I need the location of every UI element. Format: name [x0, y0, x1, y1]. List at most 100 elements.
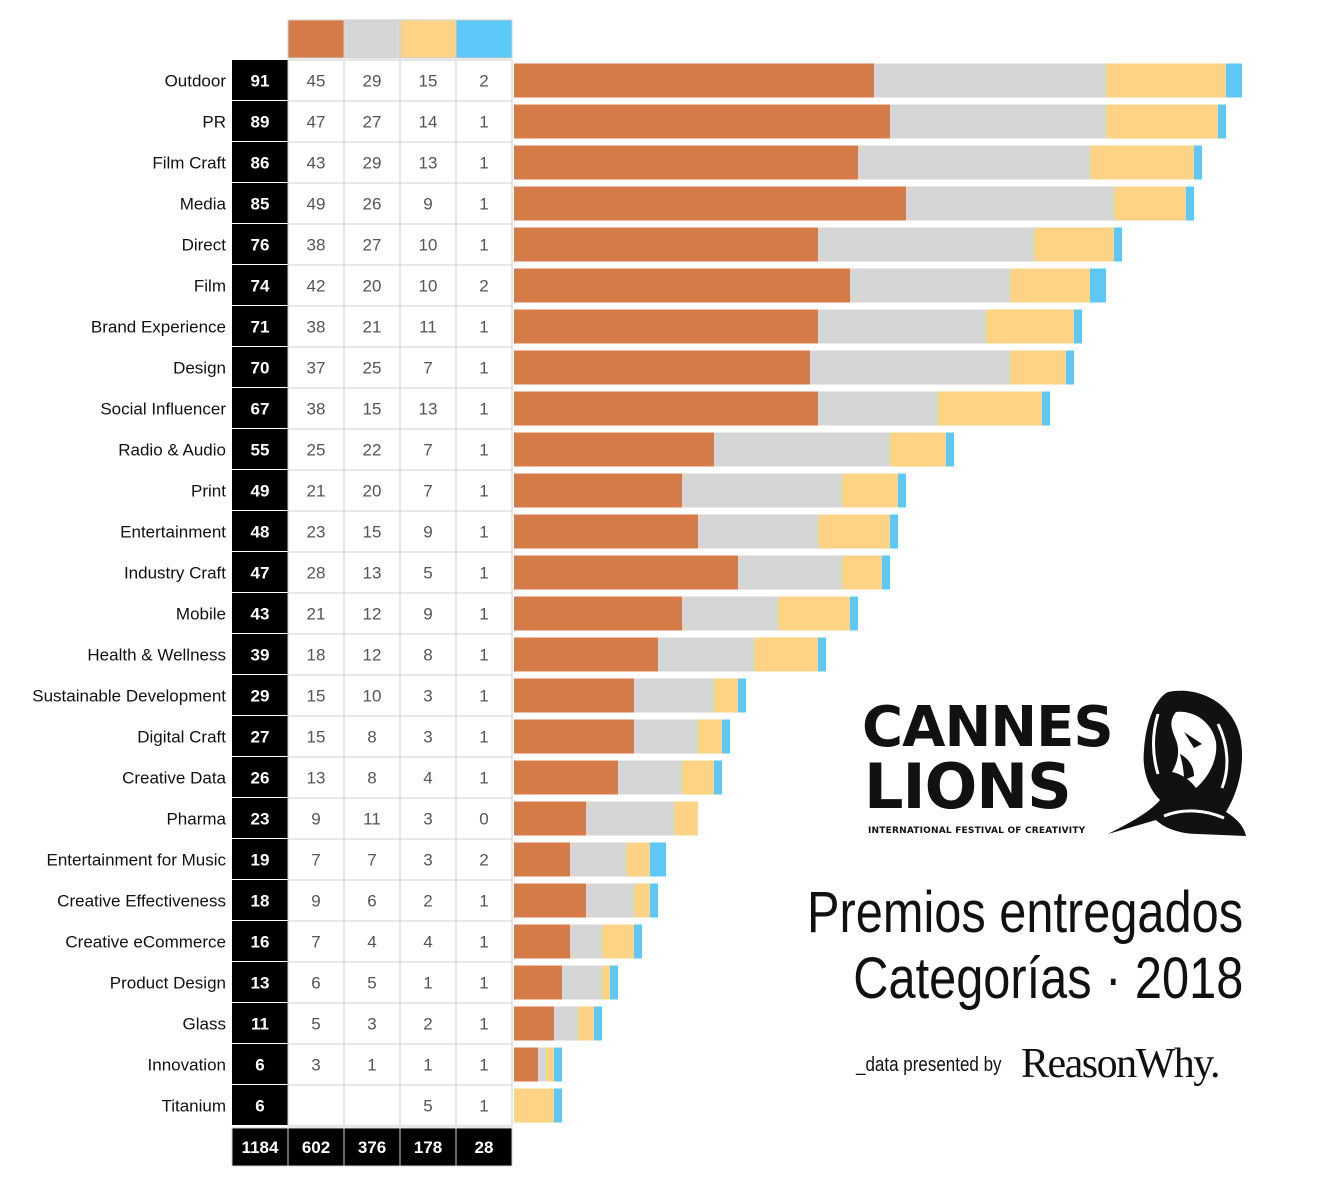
table-cell [287, 1002, 345, 1045]
total-cell [232, 101, 288, 142]
bar-segment-silver [538, 1047, 546, 1082]
cell-value-bronze: 3 [423, 728, 432, 747]
cell-value-grandprix: 2 [479, 851, 488, 870]
category-label: Titanium [161, 1097, 226, 1116]
total-cell [232, 265, 288, 306]
total-cell [232, 880, 288, 921]
cell-value-bronze: 5 [423, 1097, 432, 1116]
table-cell [287, 633, 345, 676]
chart-row: Creative Data 26 13 8 4 1 [122, 756, 722, 799]
bar-segment-gold [514, 1047, 538, 1082]
legend-swatch-grandprix [455, 19, 513, 59]
cell-value-bronze: 3 [423, 687, 432, 706]
cell-value-bronze: 9 [423, 605, 432, 624]
table-cell [399, 1084, 457, 1127]
cell-value-silver: 29 [363, 72, 382, 91]
total-value: 89 [251, 113, 270, 132]
bar-segment-gold [514, 391, 818, 426]
cell-value-bronze: 4 [423, 769, 432, 788]
table-cell [399, 715, 457, 758]
cell-value-silver: 10 [363, 687, 382, 706]
cell-value-grandprix: 1 [479, 1015, 488, 1034]
cell-value-bronze: 1 [423, 974, 432, 993]
table-cell [455, 961, 513, 1004]
total-value: 74 [251, 277, 270, 296]
bar-segment-silver [818, 227, 1034, 262]
total-value: 39 [251, 646, 270, 665]
bar-segment-grandprix [1074, 309, 1082, 344]
cell-value-gold: 5 [311, 1015, 320, 1034]
bar-segment-grandprix [738, 678, 746, 713]
column-total-silver: 376 [358, 1138, 386, 1157]
bar-segment-bronze [754, 637, 818, 672]
category-label: Film Craft [152, 154, 226, 173]
bar-segment-silver [658, 637, 754, 672]
table-cell [455, 1043, 513, 1086]
bar-segment-bronze [514, 1088, 554, 1123]
cell-value-grandprix: 1 [479, 400, 488, 419]
bar-segment-silver [554, 1006, 578, 1041]
category-label: Outdoor [165, 72, 227, 91]
category-label: Social Influencer [100, 400, 226, 419]
cell-value-grandprix: 1 [479, 687, 488, 706]
total-cell [232, 798, 288, 839]
cell-value-gold: 9 [311, 810, 320, 829]
total-cell [232, 921, 288, 962]
cell-value-silver: 20 [363, 482, 382, 501]
total-cell [232, 470, 288, 511]
column-total-total: 1184 [242, 1138, 279, 1157]
bar-segment-grandprix [1114, 227, 1122, 262]
table-cell [399, 674, 457, 717]
bar-segment-bronze [698, 719, 722, 754]
cell-value-silver: 15 [363, 523, 382, 542]
table-cell [287, 838, 345, 881]
total-cell [232, 183, 288, 224]
table-cell [343, 797, 401, 840]
cell-value-grandprix: 1 [479, 646, 488, 665]
column-total-cell [455, 1127, 513, 1167]
cell-value-silver: 8 [367, 769, 376, 788]
total-cell [232, 962, 288, 1003]
chart-row: Radio & Audio 55 25 22 7 1 [118, 428, 954, 471]
legend-swatch-silver [343, 19, 401, 59]
bar-segment-silver [586, 883, 634, 918]
cell-value-gold: 13 [307, 769, 326, 788]
cell-value-grandprix: 1 [479, 318, 488, 337]
cell-value-grandprix: 2 [479, 277, 488, 296]
bar-segment-gold [514, 555, 738, 590]
table-cell [343, 920, 401, 963]
table-cell [287, 223, 345, 266]
cell-value-silver: 20 [363, 277, 382, 296]
category-label: Entertainment for Music [46, 851, 226, 870]
table-cell [455, 633, 513, 676]
table-cell [455, 59, 513, 102]
cell-value-grandprix: 1 [479, 441, 488, 460]
total-cell [232, 306, 288, 347]
cell-value-bronze: 2 [423, 1015, 432, 1034]
total-cell [232, 1085, 288, 1126]
cell-value-silver: 21 [363, 318, 382, 337]
bar-segment-grandprix [1042, 391, 1050, 426]
table-cell [343, 469, 401, 512]
table-cell [343, 141, 401, 184]
bar-segment-grandprix [650, 842, 666, 877]
cell-value-bronze: 10 [419, 236, 438, 255]
bar-segment-gold [514, 227, 818, 262]
bar-segment-gold [514, 924, 570, 959]
bar-segment-gold [514, 883, 586, 918]
total-value: 18 [251, 892, 270, 911]
total-value: 16 [251, 933, 270, 952]
cell-value-bronze: 15 [419, 72, 438, 91]
cell-value-bronze: 11 [419, 318, 437, 337]
legend-swatch-gold [287, 19, 345, 59]
bar-segment-gold [514, 350, 810, 385]
cell-value-grandprix: 1 [479, 892, 488, 911]
total-value: 47 [251, 564, 270, 583]
cell-value-gold: 9 [311, 892, 320, 911]
category-label: Sustainable Development [32, 687, 226, 706]
category-label: Design [173, 359, 226, 378]
bar-segment-bronze [986, 309, 1074, 344]
category-label: Creative Effectiveness [57, 892, 226, 911]
total-cell [232, 757, 288, 798]
